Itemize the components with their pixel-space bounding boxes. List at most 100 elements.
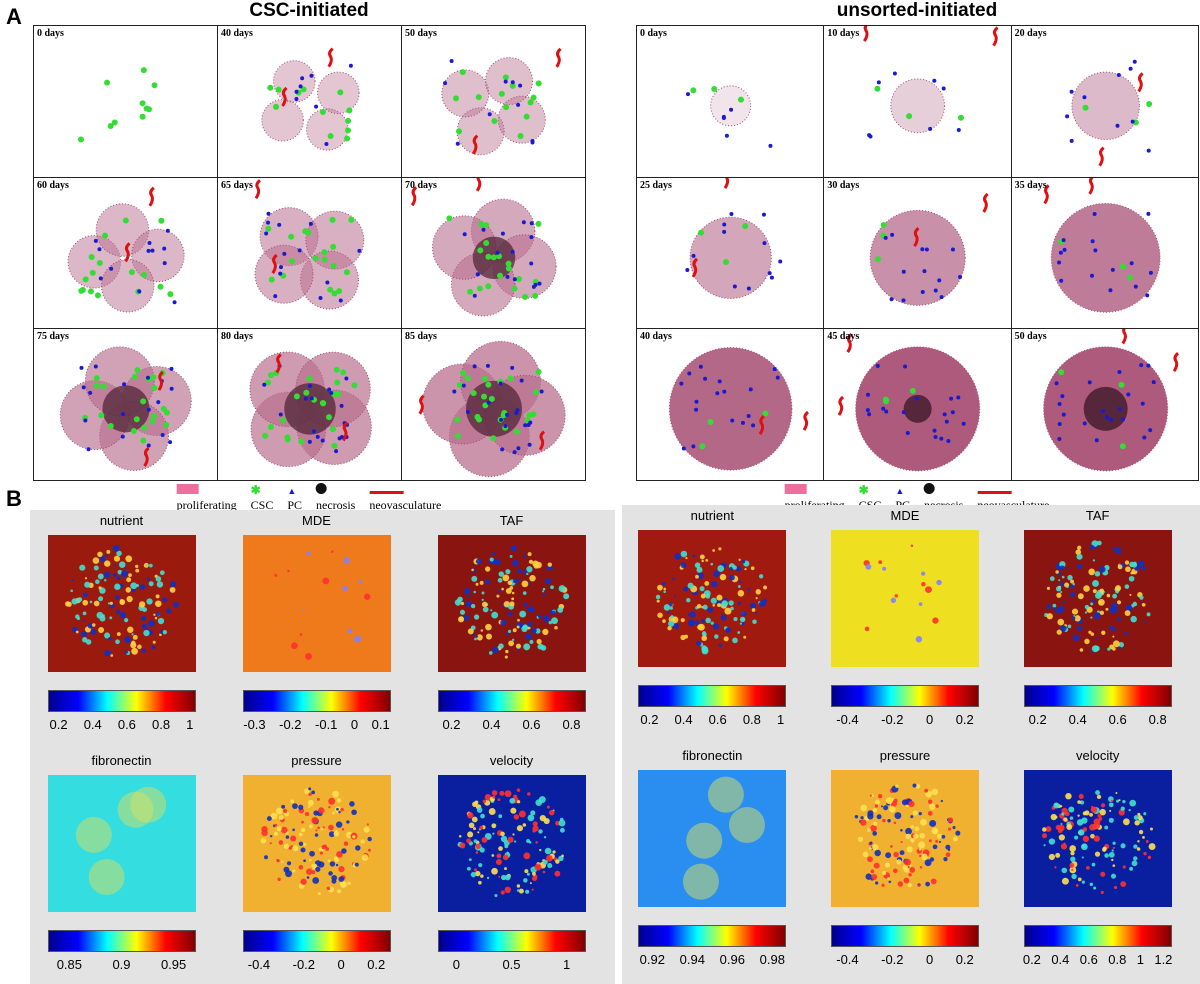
pc-cell bbox=[512, 450, 517, 455]
map-speck bbox=[680, 550, 688, 558]
pc-cell bbox=[1151, 380, 1156, 385]
map-speck bbox=[474, 870, 480, 877]
map-speck bbox=[333, 856, 338, 861]
map-title: pressure bbox=[291, 753, 342, 768]
map-speck bbox=[717, 603, 722, 608]
map-speck bbox=[929, 803, 936, 810]
map-speck bbox=[266, 816, 272, 822]
pc-cell bbox=[146, 408, 151, 413]
csc-cell bbox=[107, 423, 114, 430]
csc-cell bbox=[128, 268, 135, 275]
pc-cell bbox=[93, 364, 98, 369]
pc-cell bbox=[928, 126, 933, 131]
tile-image bbox=[1064, 59, 1152, 167]
colorbar-tick-label: 0.6 bbox=[708, 712, 727, 727]
map-speck bbox=[935, 839, 939, 843]
map-speck bbox=[914, 826, 920, 832]
vessel bbox=[281, 86, 288, 107]
csc-cell bbox=[875, 255, 882, 262]
map-speck bbox=[1110, 858, 1114, 862]
map-speck bbox=[507, 629, 511, 634]
map-speck bbox=[708, 776, 745, 813]
map-speck bbox=[113, 583, 121, 590]
csc-cell bbox=[312, 255, 319, 262]
map-speck bbox=[479, 580, 484, 585]
vessel bbox=[475, 177, 482, 192]
csc-cell bbox=[454, 433, 461, 440]
map-speck bbox=[1102, 846, 1107, 851]
map-speck bbox=[1129, 593, 1132, 596]
map-speck bbox=[509, 807, 516, 814]
field-map bbox=[638, 770, 787, 907]
map-speck bbox=[1045, 826, 1052, 833]
pc-cell bbox=[933, 435, 938, 440]
csc-cell bbox=[343, 268, 350, 275]
legend-swatch bbox=[316, 483, 355, 498]
map-speck bbox=[1118, 809, 1125, 816]
map-speck bbox=[494, 558, 501, 566]
map-speck bbox=[321, 577, 329, 585]
map-speck bbox=[864, 626, 870, 632]
pc-cell bbox=[943, 412, 948, 417]
colorbar bbox=[47, 690, 196, 712]
map-speck bbox=[479, 874, 484, 878]
map-speck bbox=[918, 841, 926, 849]
pc-cell bbox=[120, 434, 125, 439]
csc-cell bbox=[491, 117, 498, 124]
map-speck bbox=[1058, 561, 1066, 568]
pc-cell bbox=[150, 248, 155, 253]
map-speck bbox=[107, 602, 110, 605]
pc-cell bbox=[266, 220, 271, 225]
map-speck bbox=[512, 794, 517, 799]
map-title: nutrient bbox=[690, 508, 735, 523]
map-speck bbox=[339, 807, 344, 812]
pc-cell bbox=[500, 447, 505, 452]
map-speck bbox=[162, 630, 167, 635]
map-speck bbox=[273, 573, 277, 577]
map-speck bbox=[1067, 806, 1074, 813]
map-speck bbox=[499, 831, 505, 837]
csc-cell bbox=[502, 74, 509, 81]
map-speck bbox=[316, 826, 320, 830]
map-speck bbox=[542, 587, 545, 591]
map-speck bbox=[66, 601, 72, 607]
tile-image bbox=[67, 186, 185, 313]
map-speck bbox=[857, 836, 864, 842]
pc-cell bbox=[500, 231, 505, 236]
map-speck bbox=[900, 828, 903, 832]
map-speck bbox=[291, 803, 298, 809]
csc-cell bbox=[134, 367, 141, 374]
map-title: TAF bbox=[1085, 508, 1110, 523]
map-speck bbox=[554, 859, 560, 864]
map-speck bbox=[273, 831, 278, 836]
csc-cell bbox=[140, 398, 147, 405]
vessel bbox=[758, 415, 765, 436]
pc-cell bbox=[1057, 402, 1062, 407]
csc-cell bbox=[1118, 382, 1125, 389]
vessel bbox=[472, 134, 479, 155]
map-speck bbox=[490, 611, 498, 619]
map-image bbox=[1043, 540, 1151, 653]
panel-label: A bbox=[6, 4, 22, 29]
map-speck bbox=[759, 600, 767, 607]
csc-cell bbox=[481, 376, 488, 383]
map-speck bbox=[75, 816, 112, 853]
map-speck bbox=[919, 854, 922, 858]
pc-cell bbox=[168, 440, 173, 445]
pc-cell bbox=[748, 387, 753, 392]
map-speck bbox=[1055, 592, 1062, 598]
pc-cell bbox=[300, 76, 305, 81]
map-speck bbox=[713, 570, 721, 577]
map-speck bbox=[117, 791, 154, 828]
map-speck bbox=[83, 581, 90, 588]
pc-cell bbox=[339, 404, 344, 409]
panel-label: B bbox=[6, 486, 22, 511]
map-speck bbox=[876, 814, 882, 820]
map-speck bbox=[872, 808, 878, 813]
map-speck bbox=[300, 827, 305, 833]
map-speck bbox=[1065, 585, 1069, 589]
pc-cell bbox=[902, 269, 907, 274]
map-speck bbox=[1128, 866, 1133, 871]
map-speck bbox=[303, 788, 310, 795]
pc-cell bbox=[945, 419, 950, 424]
